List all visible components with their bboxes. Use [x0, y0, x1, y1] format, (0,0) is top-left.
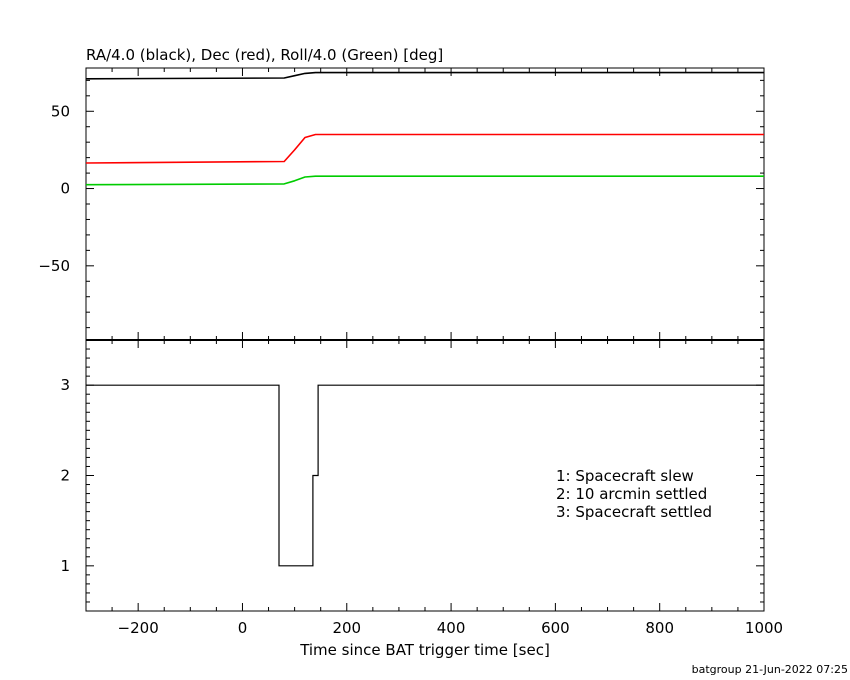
bottom-series-group [86, 384, 764, 567]
bottom-y-tick-label: 2 [60, 467, 70, 485]
legend-settled: 3: Spacecraft settled [556, 503, 712, 521]
x-tick-label: 600 [541, 619, 570, 637]
top-chart-title: RA/4.0 (black), Dec (red), Roll/4.0 (Gre… [86, 46, 443, 64]
status-series-line [86, 384, 764, 567]
legend-slew: 1: Spacecraft slew [556, 467, 694, 485]
bottom-axis-ticks: −200 0 200 400 600 800 1000 1 2 3 [60, 339, 783, 637]
x-tick-label: 800 [645, 619, 674, 637]
bottom-y-tick-label: 1 [60, 557, 70, 575]
legend-10-arcmin: 2: 10 arcmin settled [556, 485, 707, 503]
x-tick-label: −200 [118, 619, 159, 637]
x-tick-label: 200 [332, 619, 361, 637]
top-y-tick-label: 0 [60, 180, 70, 198]
top-y-tick-label: 50 [51, 102, 70, 120]
footer-stamp: batgroup 21-Jun-2022 07:25 [692, 663, 848, 676]
bottom-y-tick-label: 3 [60, 376, 70, 394]
top-series-group [85, 71, 764, 186]
top-series-line-2 [85, 175, 764, 186]
top-panel: RA/4.0 (black), Dec (red), Roll/4.0 (Gre… [38, 46, 765, 341]
top-y-tick-label: −50 [38, 257, 70, 275]
x-tick-label: 1000 [745, 619, 783, 637]
bottom-panel: −200 0 200 400 600 800 1000 1 2 3 1: Spacecraft s… [60, 339, 783, 659]
x-tick-label: 0 [238, 619, 248, 637]
x-axis-label: Time since BAT trigger time [sec] [299, 641, 550, 659]
top-series-line-0 [85, 71, 764, 80]
x-tick-label: 400 [437, 619, 466, 637]
top-series-line-1 [85, 133, 764, 164]
top-plot-frame [85, 67, 765, 341]
top-axis-ticks: −50 0 50 [38, 68, 765, 340]
